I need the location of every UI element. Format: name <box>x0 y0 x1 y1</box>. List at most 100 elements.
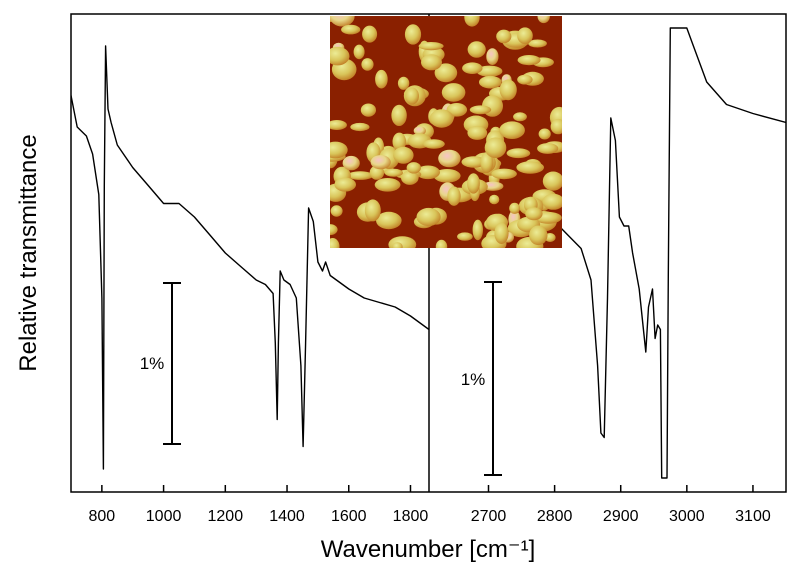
afm-grain <box>433 169 461 183</box>
afm-grain <box>489 194 500 205</box>
afm-grain <box>550 118 562 135</box>
afm-grain <box>404 24 422 45</box>
afm-grain <box>330 46 350 66</box>
afm-grain <box>330 16 355 27</box>
afm-grain <box>434 63 458 83</box>
afm-grain <box>472 219 483 241</box>
afm-grain <box>330 120 347 130</box>
spectrum-panel-right <box>554 27 786 479</box>
scale-bar-left-label: 1% <box>140 354 165 373</box>
x-tick-label-3000: 3000 <box>669 508 705 525</box>
afm-grain <box>438 149 461 168</box>
afm-grain <box>499 121 525 139</box>
afm-grain <box>364 199 381 222</box>
afm-grain <box>413 126 426 136</box>
afm-grain <box>517 55 541 66</box>
afm-grain <box>435 239 448 248</box>
afm-grain <box>397 76 410 90</box>
y-axis-title: Relative transmittance <box>15 134 42 371</box>
afm-grain <box>499 79 517 101</box>
spectrum-line-panel-2-series-1 <box>554 27 786 479</box>
afm-grain <box>480 152 494 173</box>
afm-grain <box>509 202 520 214</box>
afm-grain <box>446 103 468 117</box>
afm-grain <box>482 181 504 191</box>
afm-grain <box>513 112 527 122</box>
x-axis-ticks: 800 1000 1200 1400 1600 1800 2700 2800 2900 3000 3… <box>89 485 771 525</box>
afm-grain <box>467 41 486 58</box>
afm-grain <box>462 62 483 74</box>
afm-grain <box>517 27 533 44</box>
afm-grain <box>447 186 461 206</box>
afm-grain <box>393 146 414 164</box>
afm-grain <box>391 104 407 126</box>
afm-grain <box>467 125 488 140</box>
afm-grain <box>416 207 441 227</box>
scale-bar-left: 1% <box>140 282 181 445</box>
x-tick-label-3100: 3100 <box>735 508 771 525</box>
afm-grain <box>375 69 388 89</box>
afm-grain <box>441 83 466 102</box>
afm-grain <box>464 16 480 27</box>
x-tick-label-1200: 1200 <box>208 508 244 525</box>
scale-bar-right: 1% <box>461 281 502 476</box>
afm-grain <box>494 222 509 244</box>
afm-grain <box>517 74 533 85</box>
x-tick-label-1400: 1400 <box>269 508 305 525</box>
x-tick-label-2900: 2900 <box>603 508 639 525</box>
afm-grain <box>342 155 360 171</box>
x-tick-label-1800: 1800 <box>393 508 429 525</box>
afm-grain <box>542 193 562 210</box>
afm-grain <box>486 48 499 65</box>
afm-grain <box>330 205 343 217</box>
afm-grain <box>416 165 440 180</box>
x-tick-label-1600: 1600 <box>331 508 367 525</box>
afm-grain <box>361 58 374 71</box>
x-tick-label-2800: 2800 <box>537 508 573 525</box>
afm-grain <box>457 232 473 241</box>
afm-grain <box>330 224 338 236</box>
afm-grain <box>360 103 376 117</box>
afm-grain <box>479 75 502 89</box>
spectrum-line-panel-1-series-1 <box>71 45 429 470</box>
afm-grain <box>469 105 492 115</box>
afm-grain <box>542 171 562 191</box>
afm-grain <box>362 25 378 43</box>
afm-grain <box>392 242 403 248</box>
afm-grain <box>405 87 420 105</box>
x-tick-label-800: 800 <box>89 508 116 525</box>
afm-grain <box>418 42 444 51</box>
afm-grain <box>330 141 348 159</box>
afm-grain <box>491 168 517 180</box>
afm-grain <box>537 16 550 24</box>
afm-grain <box>476 65 503 77</box>
afm-inset-grains <box>330 16 562 248</box>
scale-bar-right-label: 1% <box>461 370 486 389</box>
x-axis-title: Wavenumber [cm⁻¹] <box>321 536 536 563</box>
afm-grain <box>496 29 512 44</box>
afm-grain <box>516 161 544 174</box>
afm-grain <box>429 109 454 128</box>
afm-grain <box>353 44 365 60</box>
afm-grain <box>347 171 374 180</box>
afm-grain <box>529 225 548 246</box>
afm-grain <box>384 168 403 177</box>
afm-grain <box>406 162 421 174</box>
afm-grain <box>538 128 551 140</box>
afm-grain <box>423 139 445 149</box>
afm-grain <box>334 177 357 192</box>
x-tick-label-1000: 1000 <box>146 508 182 525</box>
afm-grain <box>341 24 361 35</box>
afm-grain <box>392 132 407 151</box>
afm-grain <box>370 155 391 170</box>
afm-grain <box>401 170 419 185</box>
afm-grain <box>528 39 547 48</box>
afm-grain <box>330 238 340 248</box>
afm-inset <box>330 16 562 248</box>
afm-grain <box>388 236 417 248</box>
afm-grain <box>525 207 543 221</box>
afm-grain <box>374 178 401 192</box>
afm-grain <box>350 122 370 132</box>
